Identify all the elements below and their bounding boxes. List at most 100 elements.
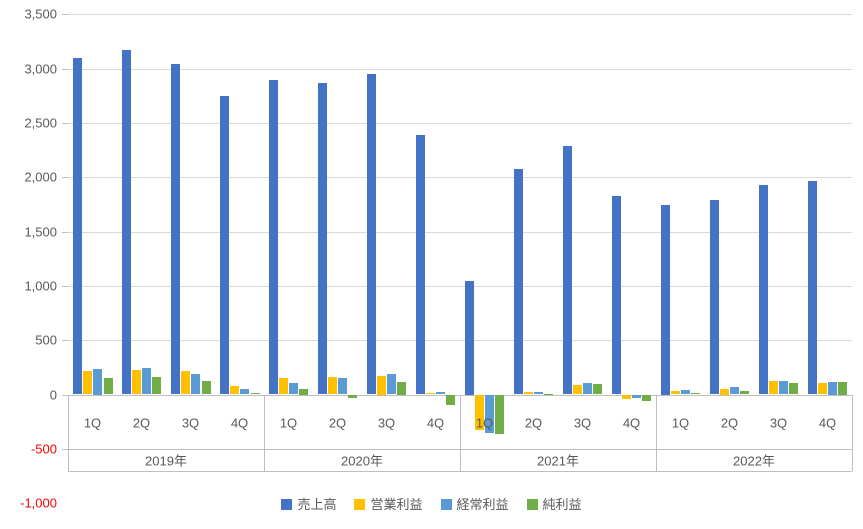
y-axis-label-2000: 2,000 (24, 169, 57, 185)
bar-net-profit-4 (299, 388, 309, 395)
bar-ordinary-profit-10 (583, 383, 593, 395)
bar-net-profit-8 (495, 394, 505, 434)
y-axis-tick (62, 448, 68, 450)
bar-ordinary-profit-12 (681, 389, 691, 395)
bar-revenue-10 (562, 145, 572, 395)
bar-revenue-0 (72, 57, 82, 395)
bar-net-profit-6 (397, 382, 407, 395)
bar-ordinary-profit-15 (828, 381, 838, 395)
legend-swatch-revenue (281, 499, 293, 510)
bar-ordinary-profit-6 (387, 374, 397, 395)
bar-net-profit-14 (789, 383, 799, 395)
gridline-1500 (68, 231, 852, 233)
x-axis-quarter-label: 1Q (83, 415, 102, 431)
x-axis-quarter-label: 4Q (818, 415, 837, 431)
x-axis-quarter-label: 2Q (524, 415, 543, 431)
gridline-2000 (68, 177, 852, 179)
bar-revenue-9 (513, 168, 523, 395)
y-axis-label-1500: 1,500 (24, 224, 57, 240)
bar-ordinary-profit-1 (142, 368, 152, 395)
year-separator-line (460, 394, 461, 471)
bar-revenue-2 (170, 64, 180, 395)
legend-item-operating-profit: 営業利益 (354, 497, 423, 512)
year-separator-line (68, 394, 69, 471)
bar-ordinary-profit-14 (779, 380, 789, 395)
y-axis-tick (62, 68, 68, 70)
legend-item-revenue: 売上高 (281, 498, 336, 511)
x-axis-quarter-label: 3Q (181, 415, 200, 431)
y-axis-label-3500: 3,500 (24, 6, 57, 22)
bar-operating-profit-5 (327, 377, 337, 395)
bar-ordinary-profit-11 (632, 394, 642, 399)
bar-revenue-4 (268, 79, 278, 395)
legend-label-revenue: 売上高 (297, 497, 337, 512)
bar-ordinary-profit-0 (93, 369, 103, 395)
bar-net-profit-11 (642, 394, 652, 401)
bar-operating-profit-3 (229, 386, 239, 395)
y-axis-tick (62, 231, 68, 233)
x-axis-year-label: 2020年 (341, 453, 383, 469)
y-axis-label-2500: 2,500 (24, 115, 57, 131)
x-axis-quarter-label: 2Q (720, 415, 739, 431)
bar-net-profit-12 (691, 392, 701, 395)
bar-operating-profit-13 (719, 388, 729, 395)
y-axis-tick (62, 14, 68, 16)
gridline-2500 (68, 123, 852, 124)
bar-revenue-11 (611, 195, 621, 395)
y-axis-label--1000: -1,000 (20, 495, 57, 511)
x-axis-year-label: 2021年 (537, 453, 579, 469)
bar-ordinary-profit-2 (191, 374, 201, 395)
bar-operating-profit-4 (278, 378, 288, 395)
bar-net-profit-10 (593, 383, 603, 395)
bar-ordinary-profit-3 (240, 389, 250, 395)
x-axis-quarter-label: 4Q (622, 415, 641, 431)
bar-operating-profit-7 (425, 393, 435, 395)
bar-operating-profit-9 (523, 392, 533, 395)
bar-net-profit-7 (446, 394, 456, 405)
bar-net-profit-15 (838, 381, 848, 395)
legend: 売上高 営業利益 経常利益 純利益 (0, 498, 863, 511)
bar-net-profit-1 (152, 377, 162, 395)
bar-revenue-6 (366, 74, 376, 395)
x-axis-quarter-label: 1Q (279, 415, 298, 431)
bar-net-profit-5 (348, 394, 358, 398)
legend-item-ordinary-profit: 経常利益 (440, 497, 509, 512)
bar-net-profit-0 (103, 378, 113, 395)
bar-operating-profit-11 (621, 394, 631, 399)
x-axis-quarter-label: 4Q (426, 415, 445, 431)
bar-revenue-7 (415, 134, 425, 395)
year-separator-line (656, 394, 657, 471)
bar-revenue-12 (660, 204, 670, 395)
bar-operating-profit-8 (474, 394, 484, 431)
legend-label-ordinary-profit: 経常利益 (456, 497, 509, 512)
x-axis-quarter-label: 2Q (328, 415, 347, 431)
year-band-bottom-line (68, 471, 852, 472)
y-axis-tick (62, 177, 68, 179)
y-axis-tick (62, 340, 68, 342)
bar-operating-profit-10 (572, 384, 582, 395)
legend-label-operating-profit: 営業利益 (370, 497, 423, 512)
bar-operating-profit-1 (131, 370, 141, 395)
y-axis-tick (62, 394, 68, 396)
bar-net-profit-2 (201, 380, 211, 395)
bar-operating-profit-2 (180, 371, 190, 395)
bar-revenue-1 (121, 50, 131, 395)
legend-swatch-operating-profit (354, 499, 366, 510)
y-axis-label-3000: 3,000 (24, 61, 57, 77)
x-axis-quarter-label: 3Q (769, 415, 788, 431)
x-axis-year-label: 2019年 (145, 453, 187, 469)
x-axis-quarter-label: 1Q (475, 415, 494, 431)
bar-operating-profit-12 (670, 391, 680, 395)
y-axis-label-1000: 1,000 (24, 278, 57, 294)
y-axis-tick (62, 285, 68, 287)
bar-revenue-13 (709, 200, 719, 395)
bar-ordinary-profit-7 (436, 391, 446, 395)
bar-net-profit-13 (740, 390, 750, 395)
legend-swatch-net-profit (526, 499, 538, 510)
y-axis-tick (62, 123, 68, 124)
gridline-3000 (68, 68, 852, 70)
x-axis-quarter-label: 2Q (132, 415, 151, 431)
bar-revenue-5 (317, 82, 327, 395)
bar-revenue-14 (758, 185, 768, 395)
